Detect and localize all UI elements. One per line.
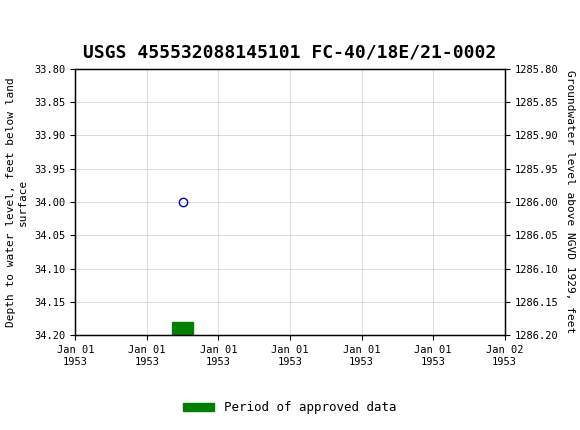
Bar xyxy=(172,322,194,335)
Text: ≡USGS: ≡USGS xyxy=(17,10,93,29)
Text: USGS: USGS xyxy=(35,10,95,29)
Y-axis label: Depth to water level, feet below land
surface: Depth to water level, feet below land su… xyxy=(6,77,27,327)
Title: USGS 455532088145101 FC-40/18E/21-0002: USGS 455532088145101 FC-40/18E/21-0002 xyxy=(84,44,496,61)
Legend: Period of approved data: Period of approved data xyxy=(178,396,402,419)
Text: ≡: ≡ xyxy=(12,9,25,29)
Y-axis label: Groundwater level above NGVD 1929, feet: Groundwater level above NGVD 1929, feet xyxy=(565,71,575,334)
